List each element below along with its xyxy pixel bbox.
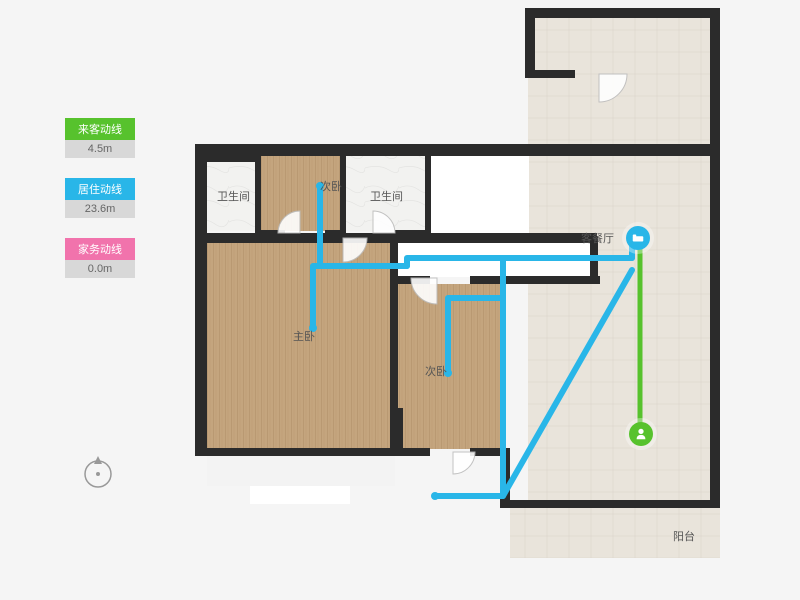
room-label: 客餐厅 [581, 230, 614, 246]
room-label: 次卧 [425, 363, 447, 379]
floorplan: 卫生间次卧卫生间客餐厅主卧次卧阳台 [195, 8, 760, 563]
legend-item-chore: 家务动线 0.0m [65, 238, 135, 278]
room-label: 阳台 [673, 528, 695, 544]
room-label: 主卧 [293, 328, 315, 344]
room-label: 次卧 [320, 178, 342, 194]
legend-item-guest: 来客动线 4.5m [65, 118, 135, 158]
room-label: 卫生间 [217, 188, 250, 204]
legend-label: 家务动线 [65, 238, 135, 260]
legend-value: 23.6m [65, 200, 135, 218]
legend-value: 4.5m [65, 140, 135, 158]
legend-value: 0.0m [65, 260, 135, 278]
compass-icon [78, 450, 118, 490]
room-label: 卫生间 [370, 188, 403, 204]
legend: 来客动线 4.5m 居住动线 23.6m 家务动线 0.0m [65, 118, 135, 298]
legend-item-living: 居住动线 23.6m [65, 178, 135, 218]
person-marker-icon [629, 422, 653, 446]
legend-label: 居住动线 [65, 178, 135, 200]
bed-marker-icon [626, 226, 650, 250]
legend-label: 来客动线 [65, 118, 135, 140]
floorplan-svg [195, 8, 760, 563]
